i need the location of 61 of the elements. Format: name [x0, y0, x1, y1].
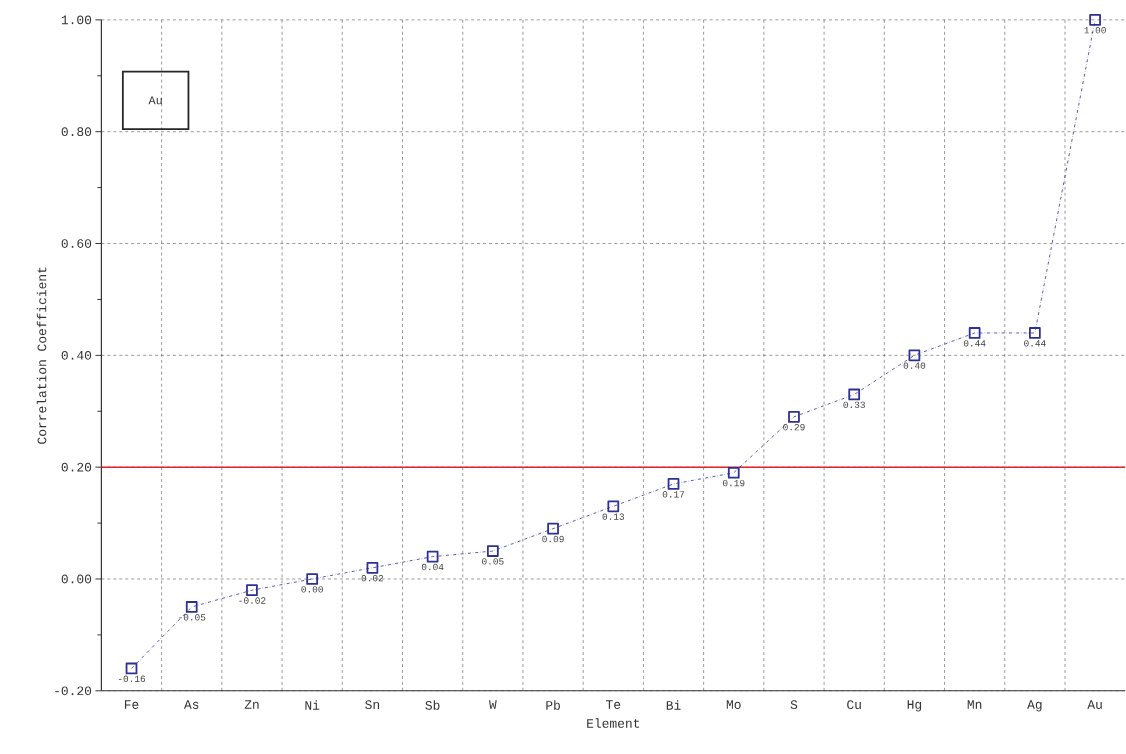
point [727, 466, 740, 479]
point [547, 522, 559, 535]
point [667, 477, 680, 490]
point [246, 584, 258, 596]
x-tick-label: Te [606, 700, 621, 709]
data-label: 0.40 [903, 362, 926, 369]
point [968, 326, 981, 339]
x-tick-label: Ag [1027, 700, 1042, 712]
x-tick-label: Fe [124, 700, 139, 709]
x-tick-label: Bi [666, 700, 681, 710]
data-label: 1.00 [1084, 26, 1106, 34]
point [908, 349, 921, 361]
data-label: 0.04 [421, 563, 444, 570]
point [848, 388, 861, 401]
x-tick-label: Sb [425, 700, 440, 710]
point [125, 662, 138, 675]
x-axis-title: Element [587, 718, 640, 728]
y-axis-title: Correlation Coefficient [36, 267, 47, 444]
point [486, 544, 499, 557]
y-tick-label: 1.00 [61, 15, 92, 25]
y-tick-label: 0.20 [61, 462, 92, 472]
data-label: 0.09 [542, 535, 564, 543]
point [1089, 13, 1101, 26]
data-label: 0.33 [843, 401, 865, 408]
y-tick-label: 0.40 [61, 350, 92, 360]
point [788, 410, 800, 423]
data-label: 0.02 [361, 574, 384, 582]
data-label: 0.44 [963, 339, 986, 347]
x-tick-label: As [183, 700, 199, 709]
x-tick-label: Au [1087, 700, 1102, 709]
data-label: 0.44 [1024, 339, 1046, 347]
x-tick-label: W [488, 700, 497, 709]
point [306, 572, 319, 585]
y-tick-label: 0.00 [61, 574, 92, 584]
point [185, 600, 198, 613]
x-tick-label: Sn [365, 700, 380, 709]
data-label: 0.13 [602, 513, 625, 520]
y-tick-label: -0.20 [55, 686, 92, 695]
data-label: 0.00 [301, 585, 323, 593]
data-label: -0.05 [179, 613, 206, 621]
data-label: 0.05 [482, 557, 504, 565]
x-tick-label: Ni [305, 700, 320, 710]
x-tick-label: S [790, 700, 798, 709]
point [426, 550, 439, 563]
x-tick-label: Mo [726, 700, 741, 709]
point [366, 561, 379, 574]
point [607, 500, 620, 512]
data-label: -0.16 [118, 675, 146, 682]
y-tick-label: 0.80 [61, 127, 92, 136]
data-label: 0.19 [722, 479, 745, 487]
annotation: Au [148, 96, 162, 105]
x-tick-label: Zn [244, 700, 259, 709]
y-tick-label: 0.60 [61, 238, 92, 248]
data-label: 0.29 [783, 423, 805, 431]
x-tick-label: Mn [967, 700, 982, 709]
x-tick-label: Pb [546, 700, 560, 710]
x-tick-label: Hg [907, 700, 922, 712]
x-tick-label: Cu [847, 700, 861, 709]
point [1029, 326, 1041, 339]
data-label: 0.17 [662, 490, 685, 498]
data-label: -0.02 [239, 597, 266, 604]
